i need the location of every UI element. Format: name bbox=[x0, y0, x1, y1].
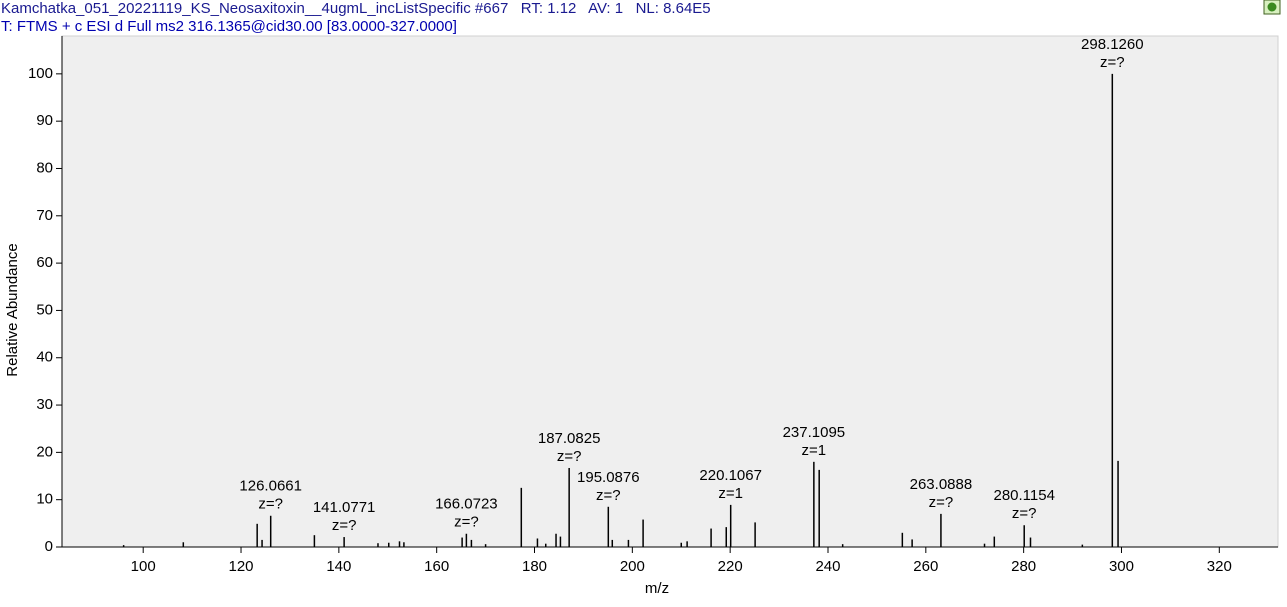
y-tick-label: 30 bbox=[36, 396, 53, 413]
y-tick-label: 100 bbox=[28, 65, 53, 82]
y-tick-label: 20 bbox=[36, 443, 53, 460]
y-axis-label: Relative Abundance bbox=[4, 243, 21, 376]
x-tick-label: 280 bbox=[1011, 558, 1036, 575]
y-tick-label: 40 bbox=[36, 349, 53, 366]
x-tick-label: 100 bbox=[131, 558, 156, 575]
peak-label: 263.0888 bbox=[910, 476, 973, 493]
x-tick-label: 180 bbox=[522, 558, 547, 575]
y-tick-label: 90 bbox=[36, 112, 53, 129]
y-tick-label: 50 bbox=[36, 301, 53, 318]
x-tick-label: 120 bbox=[229, 558, 254, 575]
peak-charge: z=? bbox=[1100, 54, 1125, 71]
peak-charge: z=? bbox=[596, 487, 621, 504]
peak-charge: z=1 bbox=[718, 485, 743, 502]
peak-label: 237.1095 bbox=[783, 424, 846, 441]
peak-label: 220.1067 bbox=[699, 467, 762, 484]
y-tick-label: 70 bbox=[36, 207, 53, 224]
x-tick-label: 140 bbox=[326, 558, 351, 575]
x-tick-label: 320 bbox=[1207, 558, 1232, 575]
x-tick-label: 260 bbox=[913, 558, 938, 575]
peak-charge: z=? bbox=[557, 448, 582, 465]
x-tick-label: 160 bbox=[424, 558, 449, 575]
peak-label: 195.0876 bbox=[577, 469, 640, 486]
plot-area bbox=[61, 35, 1279, 548]
icon-dot[interactable] bbox=[1267, 2, 1277, 12]
x-axis-label: m/z bbox=[645, 580, 669, 597]
x-tick-label: 300 bbox=[1109, 558, 1134, 575]
y-tick-label: 0 bbox=[45, 538, 53, 555]
peak-label: 166.0723 bbox=[435, 496, 498, 513]
peak-label: 141.0771 bbox=[313, 499, 376, 516]
peak-charge: z=? bbox=[332, 517, 357, 534]
peak-charge: z=? bbox=[454, 514, 479, 531]
peak-charge: z=? bbox=[258, 496, 283, 513]
peak-label: 298.1260 bbox=[1081, 36, 1144, 53]
x-tick-label: 220 bbox=[718, 558, 743, 575]
chart-title: Kamchatka_051_20221119_KS_Neosaxitoxin__… bbox=[1, 0, 711, 17]
peak-charge: z=? bbox=[1012, 505, 1037, 522]
peak-charge: z=? bbox=[929, 494, 954, 511]
status-icon[interactable] bbox=[1263, 0, 1281, 15]
y-tick-label: 60 bbox=[36, 254, 53, 271]
x-tick-label: 240 bbox=[815, 558, 840, 575]
chart-subtitle: T: FTMS + c ESI d Full ms2 316.1365@cid3… bbox=[1, 18, 457, 35]
peak-charge: z=1 bbox=[802, 442, 827, 459]
y-tick-label: 10 bbox=[36, 491, 53, 508]
peak-label: 187.0825 bbox=[538, 430, 601, 447]
x-tick-label: 200 bbox=[620, 558, 645, 575]
peak-label: 280.1154 bbox=[993, 487, 1054, 504]
y-tick-label: 80 bbox=[36, 159, 53, 176]
peak-label: 126.0661 bbox=[239, 478, 302, 495]
